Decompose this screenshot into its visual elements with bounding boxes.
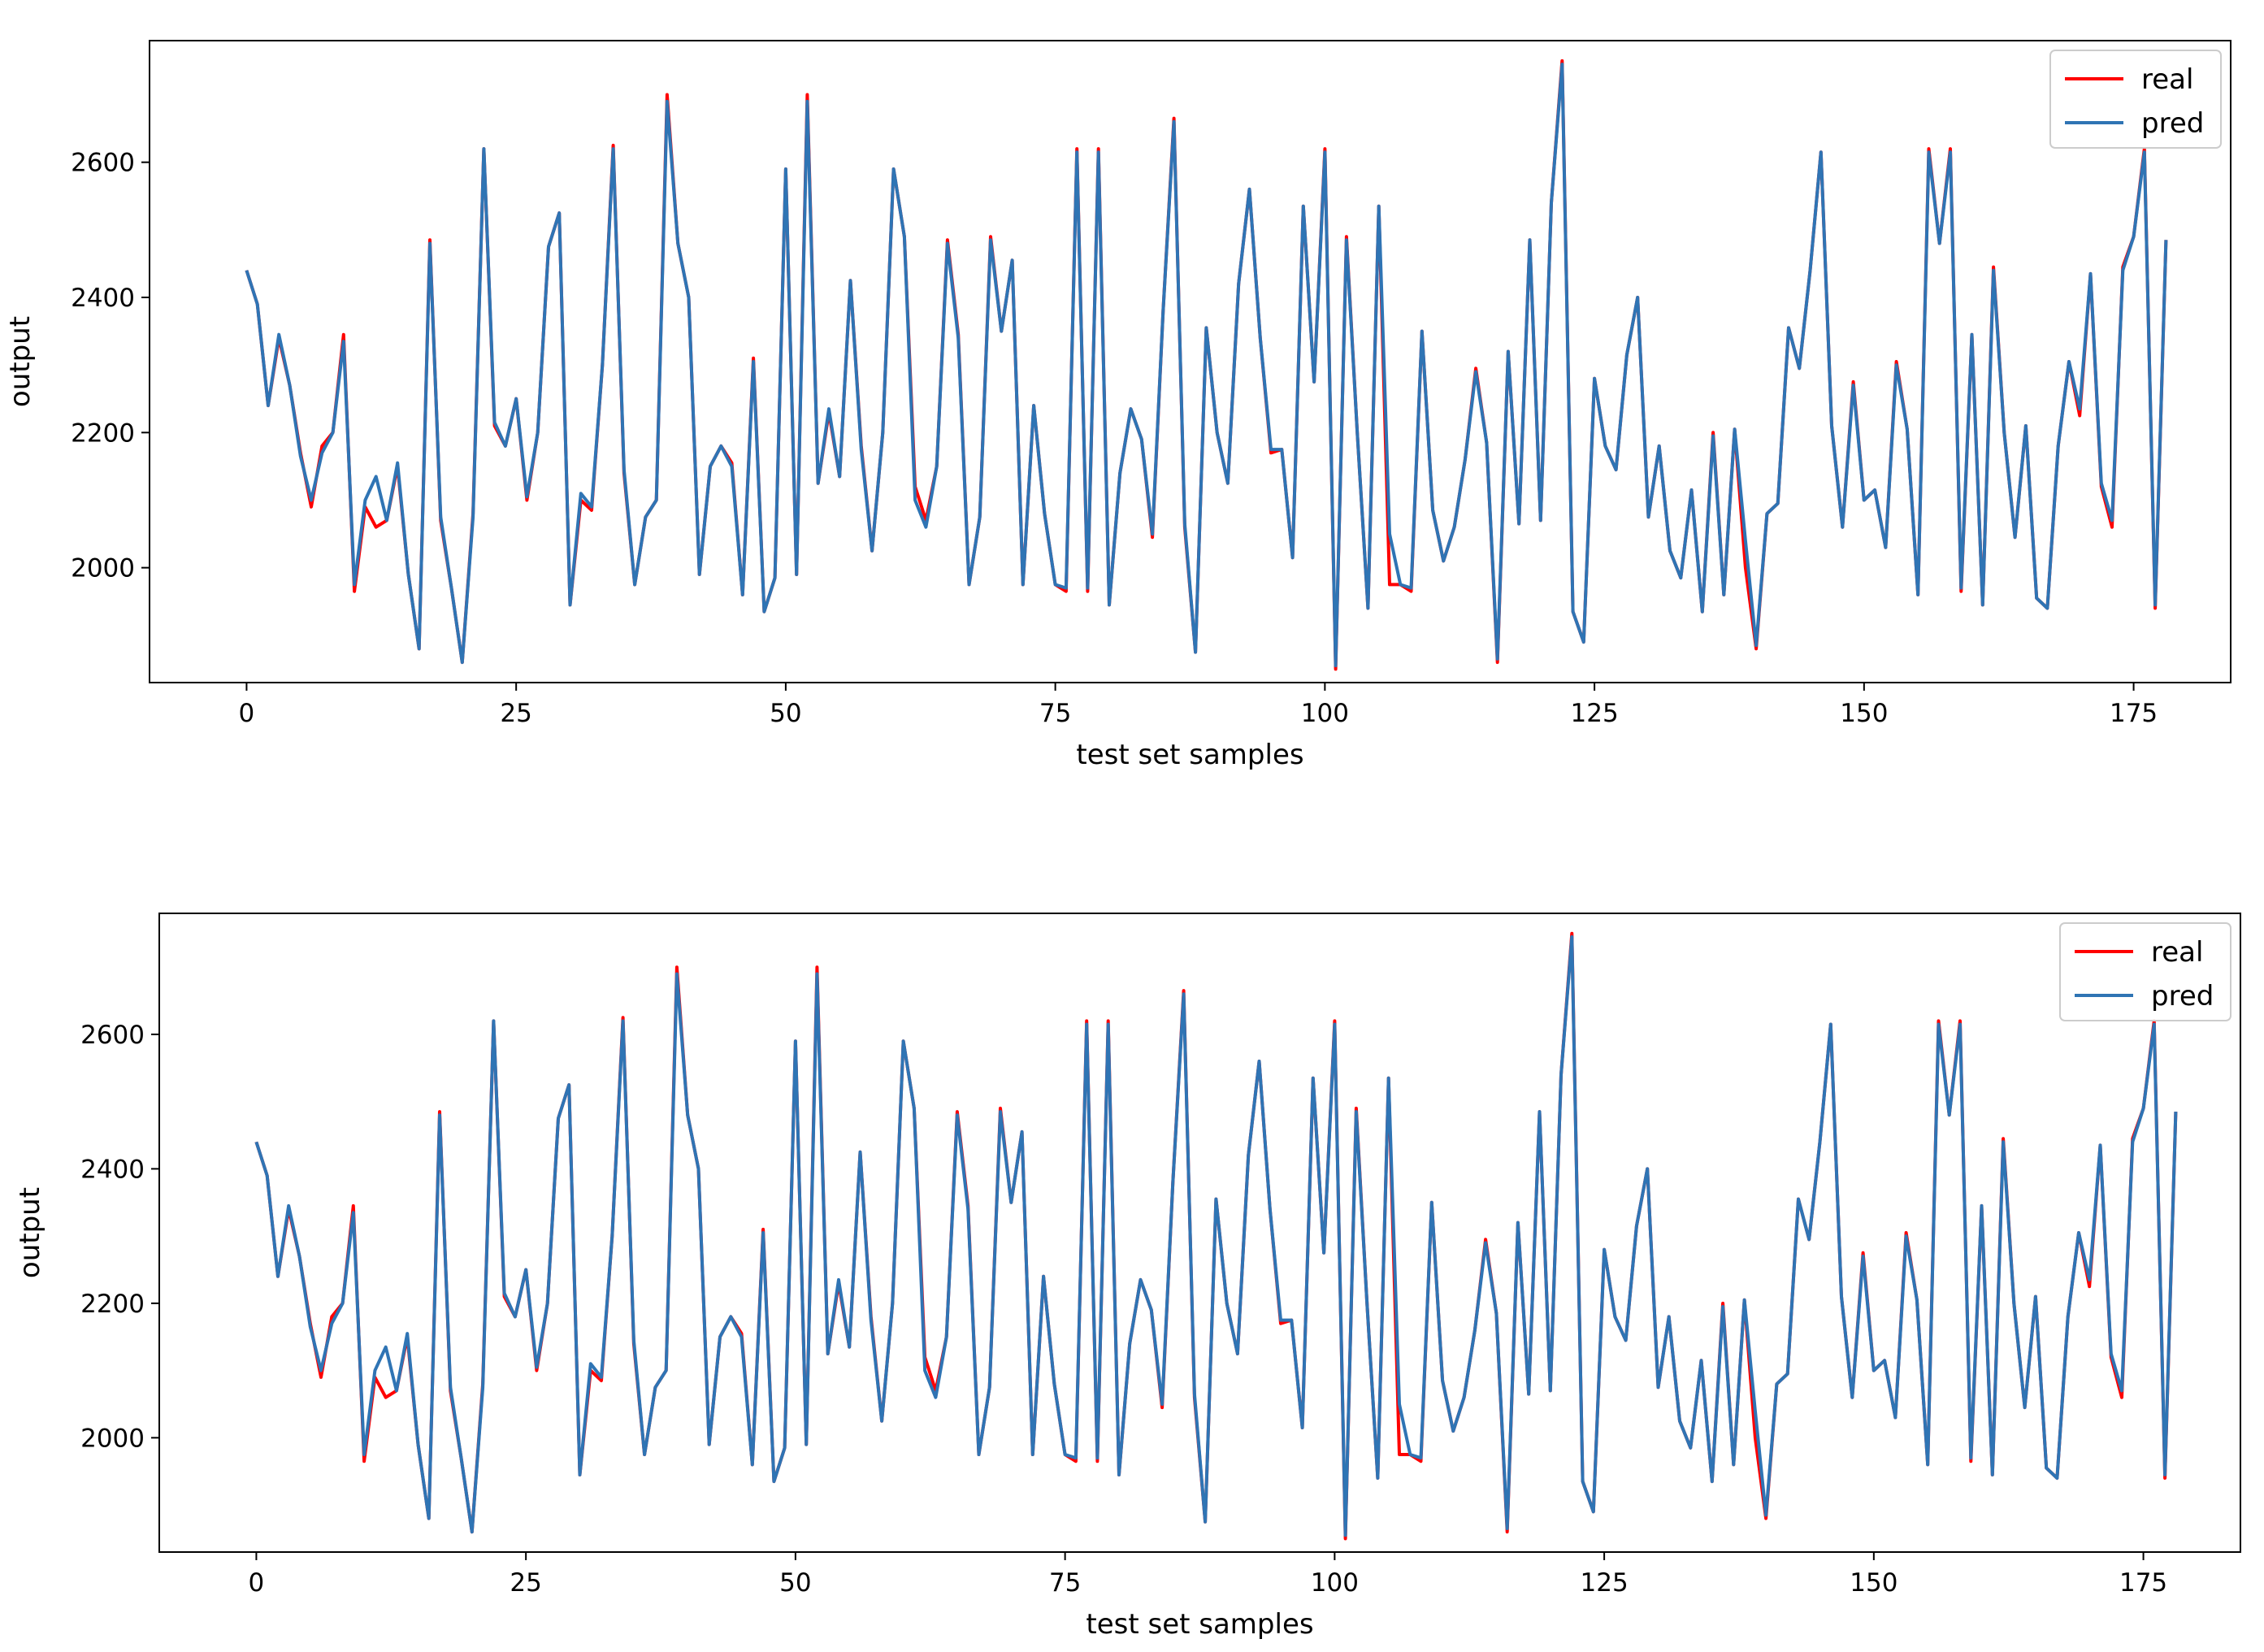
plot-frame	[158, 913, 2241, 1553]
series-line-pred	[254, 935, 2178, 1537]
x-tick-label: 150	[1850, 1568, 1898, 1598]
x-tick-label: 25	[500, 699, 531, 728]
x-tick-label: 100	[1311, 1568, 1359, 1598]
x-tick-label: 175	[2110, 699, 2158, 728]
x-tick-label: 150	[1840, 699, 1888, 728]
x-tick-label: 0	[249, 1568, 265, 1598]
x-tick-label: 50	[779, 1568, 811, 1598]
x-axis-label: test set samples	[1076, 739, 1303, 771]
top-chart: 0 25 50 75 100 125 150 175 2000 2200 2400 2600 test …	[4, 40, 2231, 771]
x-tick-label: 125	[1571, 699, 1619, 728]
legend-label-real: real	[2151, 936, 2203, 969]
legend-label-real: real	[2141, 63, 2193, 96]
y-tick-label: 2200	[71, 418, 135, 448]
y-tick-label: 2000	[71, 554, 135, 583]
y-tick-label: 2200	[80, 1290, 145, 1319]
x-tick-label: 100	[1301, 699, 1349, 728]
x-tick-label: 75	[1039, 699, 1071, 728]
legend-label-pred: pred	[2151, 980, 2214, 1012]
legend-label-pred: pred	[2141, 107, 2204, 140]
plot-frame	[149, 40, 2231, 683]
x-tick-label: 50	[770, 699, 801, 728]
y-tick-label: 2400	[80, 1155, 145, 1184]
x-tick-label: 0	[239, 699, 255, 728]
y-tick-label: 2600	[80, 1021, 145, 1050]
y-axis-label: output	[14, 1187, 46, 1278]
y-axis-label: output	[4, 316, 37, 407]
x-axis-label: test set samples	[1086, 1608, 1313, 1641]
series-line-pred	[245, 63, 2168, 668]
x-tick-label: 175	[2119, 1568, 2167, 1598]
x-tick-label: 125	[1581, 1568, 1629, 1598]
y-tick-label: 2000	[80, 1424, 145, 1453]
x-tick-label: 75	[1049, 1568, 1081, 1598]
bottom-chart: 0 25 50 75 100 125 150 175 2000 2200 2400 2600 test …	[14, 913, 2241, 1641]
y-tick-label: 2400	[71, 284, 135, 313]
y-tick-label: 2600	[71, 149, 135, 178]
x-tick-label: 25	[510, 1568, 541, 1598]
